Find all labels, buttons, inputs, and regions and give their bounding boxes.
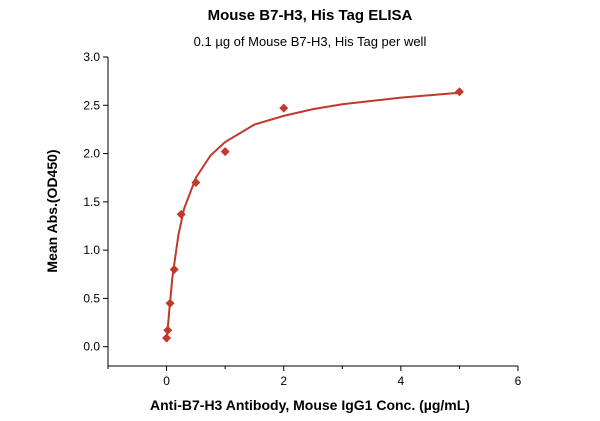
data-point-diamond	[176, 209, 186, 219]
y-tick-label: 1.0	[83, 243, 100, 257]
data-point-diamond	[162, 333, 172, 343]
axes	[103, 56, 519, 371]
y-tick-label: 3.0	[83, 50, 100, 64]
data-point-diamond	[165, 298, 175, 308]
y-tick-label: 2.5	[83, 98, 100, 112]
y-axis-label: Mean Abs.(OD450)	[44, 149, 60, 272]
y-tick-label: 0.5	[83, 291, 100, 305]
data-point-diamond	[169, 264, 179, 274]
y-tick-label: 1.5	[83, 195, 100, 209]
data-point-diamond	[454, 87, 464, 97]
data-point-diamond	[191, 178, 201, 188]
data-point-diamond	[279, 103, 289, 113]
tick-labels: 0.0 0.5 1.0 1.5 2.0 2.5 3.0 0 2 4 6	[83, 50, 521, 388]
x-tick-label: 6	[515, 374, 522, 388]
x-tick-label: 2	[280, 374, 287, 388]
data-point-diamond	[220, 147, 230, 157]
y-tick-label: 2.0	[83, 147, 100, 161]
x-axis-label: Anti-B7-H3 Antibody, Mouse IgG1 Conc. (µ…	[150, 397, 470, 413]
data-point-diamond	[163, 325, 173, 335]
fit-curve	[165, 91, 460, 342]
fit-curve-layer	[165, 91, 460, 342]
chart-title: Mouse B7-H3, His Tag ELISA	[208, 7, 413, 24]
data-points	[162, 87, 464, 343]
chart-subtitle: 0.1 µg of Mouse B7-H3, His Tag per well	[194, 34, 427, 49]
y-tick-label: 0.0	[83, 340, 100, 354]
x-tick-label: 4	[398, 374, 405, 388]
x-tick-label: 0	[163, 374, 170, 388]
